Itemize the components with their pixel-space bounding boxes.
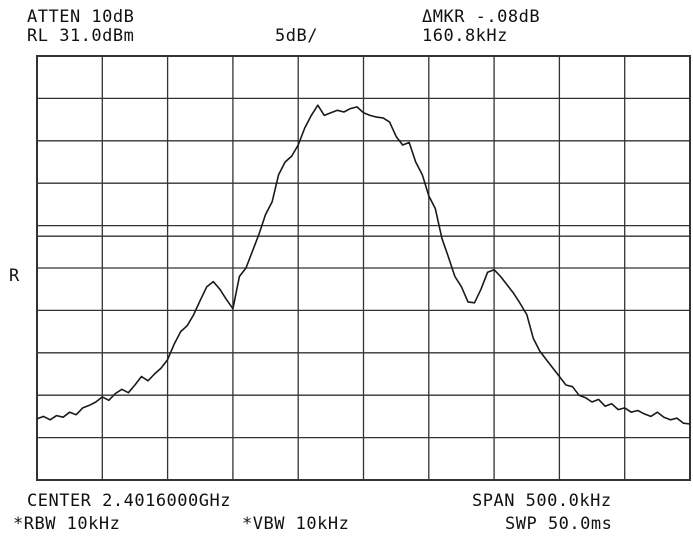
- ref-level-readout: RL 31.0dBm: [27, 26, 135, 46]
- spectrum-trace: [36, 104, 691, 425]
- marker-delta-readout: ΔMKR -.08dB: [422, 7, 541, 27]
- sweep-readout: SWP 50.0ms: [505, 514, 613, 534]
- span-readout: SPAN 500.0kHz: [472, 491, 612, 511]
- marker-freq-readout: 160.8kHz: [422, 26, 508, 46]
- grid: [36, 56, 691, 480]
- center-frequency-readout: CENTER 2.4016000GHz: [27, 491, 231, 511]
- plot-frame: [36, 55, 691, 481]
- scale-readout: 5dB/: [275, 26, 318, 46]
- rbw-readout: *RBW 10kHz: [13, 514, 121, 534]
- side-marker-r: R: [9, 266, 20, 286]
- atten-readout: ATTEN 10dB: [27, 7, 135, 27]
- vbw-readout: *VBW 10kHz: [242, 514, 350, 534]
